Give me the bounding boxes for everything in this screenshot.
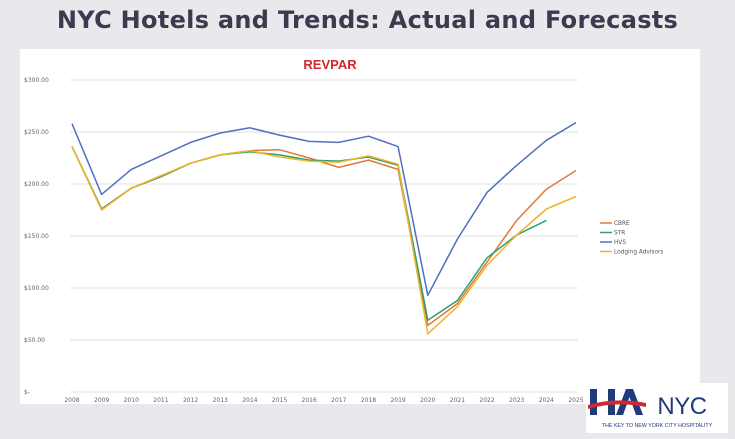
series-lines	[71, 121, 577, 335]
x-tick-label: 2010	[124, 397, 139, 404]
x-tick-label: 2022	[479, 397, 494, 404]
x-tick-label: 2011	[153, 397, 168, 404]
y-tick-label: $-	[24, 389, 30, 396]
series-line-lodging-advisors	[71, 146, 577, 335]
svg-text:NYC: NYC	[657, 393, 706, 420]
x-tick-label: 2018	[361, 397, 376, 404]
x-tick-label: 2014	[242, 397, 257, 404]
x-tick-label: 2020	[420, 397, 435, 404]
x-tick-label: 2021	[450, 397, 465, 404]
grid-lines	[70, 79, 578, 393]
y-axis-ticks: $- $50.00 $100.00 $150.00 $200.00 $250.00 $300…	[24, 77, 49, 396]
x-tick-label: 2023	[509, 397, 524, 404]
x-tick-label: 2008	[64, 397, 79, 404]
hanyc-logo: NYC THE KEY TO NEW YORK CITY HOSPITALITY	[586, 383, 728, 433]
x-tick-label: 2012	[183, 397, 198, 404]
logo-mark-icon	[588, 389, 646, 415]
x-tick-label: 2013	[213, 397, 228, 404]
series-line-str	[71, 146, 547, 321]
x-axis-ticks: 2008 2009 2010 2011 2012 2013 2014 2015 2016 2017…	[64, 397, 583, 404]
legend-label: Lodging Advisors	[614, 250, 663, 256]
chart-panel: REVPAR $- $50.00 $100.00 $150.00 $200.00 $250…	[20, 49, 700, 404]
chart-title: REVPAR	[303, 57, 357, 72]
x-tick-label: 2025	[568, 397, 583, 404]
page-title: NYC Hotels and Trends: Actual and Foreca…	[56, 6, 679, 34]
x-tick-label: 2015	[272, 397, 287, 404]
y-tick-label: $50.00	[24, 337, 45, 344]
revpar-chart: REVPAR $- $50.00 $100.00 $150.00 $200.00 $250…	[24, 57, 663, 404]
y-tick-label: $100.00	[24, 285, 49, 292]
y-tick-label: $150.00	[24, 233, 49, 240]
x-tick-label: 2009	[94, 397, 109, 404]
x-tick-label: 2017	[331, 397, 346, 404]
legend-label: CBRE	[614, 221, 630, 227]
y-tick-label: $250.00	[24, 129, 49, 136]
legend: CBRE STR HVS Lodging Advisors	[600, 221, 663, 256]
logo-tagline: THE KEY TO NEW YORK CITY HOSPITALITY	[602, 423, 713, 429]
y-tick-label: $200.00	[24, 181, 49, 188]
y-tick-label: $300.00	[24, 77, 49, 84]
series-line-hvs	[71, 121, 577, 297]
x-tick-label: 2024	[539, 397, 554, 404]
x-tick-label: 2019	[390, 397, 405, 404]
x-tick-label: 2016	[302, 397, 317, 404]
legend-label: STR	[614, 231, 625, 237]
legend-label: HVS	[614, 240, 626, 246]
